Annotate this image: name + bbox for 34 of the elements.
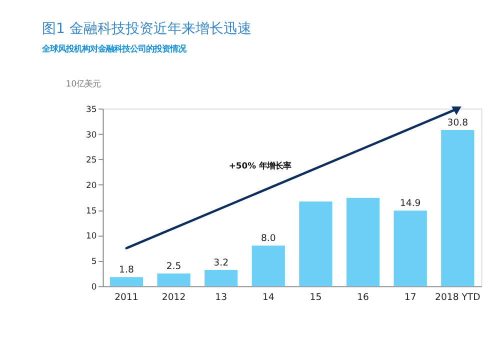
bar — [157, 274, 190, 286]
x-tick-label: 15 — [310, 292, 322, 303]
data-label: 30.8 — [447, 117, 468, 128]
y-tick-label: 35 — [86, 104, 97, 114]
x-tick-label: 2018 YTD — [435, 292, 480, 303]
y-tick-label: 0 — [91, 281, 97, 292]
chart-title: 图1 金融科技投资近年来增长迅速 — [42, 20, 252, 37]
y-tick-label: 20 — [86, 180, 97, 190]
chart-subtitle: 全球风投机构对金融科技公司的投资情况 — [41, 44, 188, 54]
bar — [204, 270, 238, 286]
y-tick-label: 25 — [86, 154, 97, 165]
bar — [252, 246, 285, 286]
y-tick-label: 30 — [86, 129, 97, 140]
x-tick-label: 17 — [404, 292, 416, 303]
y-axis-title: 10亿美元 — [66, 78, 101, 89]
y-tick-label: 5 — [91, 256, 97, 266]
annotation: +50% 年增长率 — [228, 160, 291, 170]
x-tick-label: 13 — [215, 292, 228, 303]
bar — [110, 277, 144, 286]
bar — [299, 201, 332, 286]
data-label: 14.9 — [400, 198, 421, 209]
data-label: 3.2 — [214, 257, 229, 268]
y-tick-label: 10 — [86, 230, 97, 241]
bar — [346, 198, 380, 286]
data-label: 8.0 — [260, 232, 276, 244]
data-label: 1.8 — [119, 264, 134, 276]
y-tick-label: 15 — [86, 205, 97, 216]
bar — [394, 210, 427, 286]
bar — [441, 130, 474, 286]
x-tick-label: 14 — [262, 292, 274, 303]
data-label: 2.5 — [166, 260, 182, 272]
x-tick-label: 16 — [357, 292, 370, 303]
x-tick-label: 2012 — [162, 292, 186, 303]
x-tick-label: 2011 — [114, 292, 138, 303]
